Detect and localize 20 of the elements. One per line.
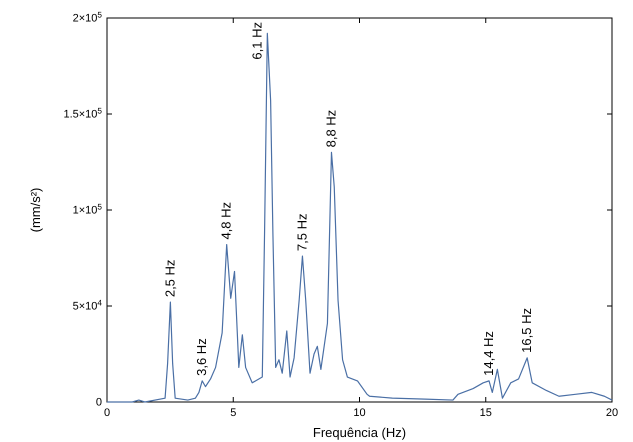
- annotation: 2,5 Hz: [162, 260, 178, 298]
- x-tick-label: 5: [230, 406, 236, 419]
- x-tick-label: 15: [480, 406, 492, 419]
- y-tick-label: 5×10$^{4}$: [72, 298, 102, 313]
- x-tick-label: 10: [353, 406, 366, 419]
- annotation: 7,5 Hz: [294, 214, 310, 252]
- annotation: 16,5 Hz: [519, 308, 534, 353]
- annotation: 14,4 Hz: [481, 331, 496, 376]
- annotation: 8,8 Hz: [323, 110, 338, 148]
- x-axis-title: Frequência (Hz): [312, 425, 406, 440]
- x-tick-label: 20: [606, 406, 618, 419]
- annotation: 6,1 Hz: [249, 22, 264, 60]
- y-tick-label: 2×10$^{5}$: [72, 10, 102, 25]
- y-tick-label: 0: [96, 396, 102, 409]
- annotation: 4,8 Hz: [218, 202, 234, 240]
- x-tick-label: 0: [104, 406, 110, 419]
- y-tick-label: 1×10$^{5}$: [72, 202, 102, 217]
- annotation: 3,6 Hz: [194, 338, 210, 376]
- y-axis-title: (mm/s²): [28, 188, 43, 232]
- y-tick-label: 1.5×10$^{5}$: [63, 106, 102, 121]
